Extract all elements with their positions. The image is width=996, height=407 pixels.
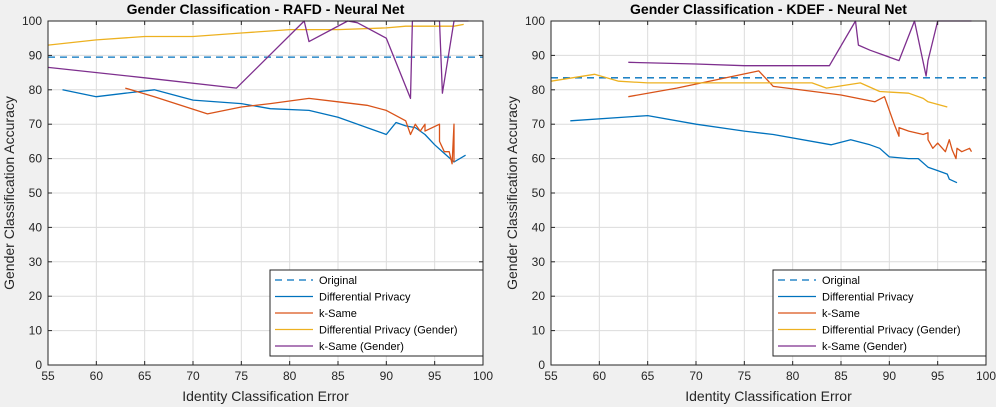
x-tick-label: 95 (428, 369, 442, 383)
y-tick-label: 100 (525, 14, 545, 28)
x-tick-label: 85 (834, 369, 848, 383)
x-tick-label: 75 (738, 369, 752, 383)
legend-entry: Differential Privacy (822, 292, 914, 304)
legend-entry: k-Same (Gender) (319, 341, 404, 353)
chart-panel-1: 55 60 65 70 75 80 85 90 95 100 0 10 20 30 40 50 60 70 80 90… (1, 1, 493, 404)
x-tick-label: 100 (976, 369, 996, 383)
x-tick-label: 100 (473, 369, 493, 383)
y-tick-label: 0 (35, 358, 42, 372)
y-axis-label: Gender Classification Accuracy (1, 96, 17, 290)
legend-entry: k-Same (822, 308, 860, 320)
y-tick-label: 0 (538, 358, 545, 372)
y-tick-label: 80 (29, 83, 43, 97)
legend-entry: Differential Privacy (319, 292, 411, 304)
y-tick-label: 60 (532, 152, 546, 166)
x-tick-label: 55 (544, 369, 558, 383)
legend-entry: Original (822, 275, 860, 287)
series-line-k-same (125, 87, 455, 165)
series-line-differential-privacy-gender (551, 73, 948, 108)
y-tick-label: 40 (532, 220, 546, 234)
x-tick-label: 65 (138, 369, 152, 383)
x-tick-label: 80 (786, 369, 800, 383)
y-tick-label: 70 (29, 117, 43, 131)
x-tick-label: 70 (689, 369, 703, 383)
y-tick-label: 60 (29, 152, 43, 166)
x-tick-label: 85 (331, 369, 345, 383)
x-tick-label: 65 (641, 369, 655, 383)
legend: Original Differential Privacy k-Same Differ… (269, 269, 484, 357)
legend: Original Differential Privacy k-Same Differ… (772, 269, 987, 357)
y-tick-label: 50 (29, 186, 43, 200)
x-tick-label: 55 (41, 369, 55, 383)
x-tick-label: 60 (593, 369, 607, 383)
x-tick-label: 60 (90, 369, 104, 383)
chart-title: Gender Classification - RAFD - Neural Ne… (127, 1, 405, 17)
y-tick-label: 10 (29, 324, 43, 338)
chart-title: Gender Classification - KDEF - Neural Ne… (630, 1, 907, 17)
series-line-k-same-gender (628, 20, 972, 77)
legend-entry: Differential Privacy (Gender) (822, 325, 961, 337)
series-line-differential-privacy-gender (48, 23, 464, 46)
y-tick-label: 90 (532, 48, 546, 62)
legend-entry: Differential Privacy (Gender) (319, 325, 458, 337)
series-line-k-same-gender (48, 20, 469, 100)
y-tick-label: 20 (532, 289, 546, 303)
x-tick-label: 75 (235, 369, 249, 383)
x-tick-label: 80 (283, 369, 297, 383)
y-tick-label: 30 (29, 255, 43, 269)
legend-entry: k-Same (Gender) (822, 341, 907, 353)
y-tick-label: 100 (22, 14, 42, 28)
y-tick-label: 40 (29, 220, 43, 234)
y-tick-label: 90 (29, 48, 43, 62)
y-axis-label: Gender Classification Accuracy (504, 96, 520, 290)
x-tick-label: 95 (931, 369, 945, 383)
legend-entry: Original (319, 275, 357, 287)
x-axis-label: Identity Classification Error (182, 388, 349, 404)
y-tick-label: 10 (532, 324, 546, 338)
chart-panel-2: 55 60 65 70 75 80 85 90 95 100 0 10 20 30 40 50 60 70 80 90… (504, 1, 996, 404)
legend-entry: k-Same (319, 308, 357, 320)
series-line-differential-privacy (62, 89, 466, 163)
x-tick-label: 90 (883, 369, 897, 383)
series-line-k-same (628, 70, 973, 160)
y-tick-label: 50 (532, 186, 546, 200)
series-line-differential-privacy (570, 114, 958, 184)
x-axis-label: Identity Classification Error (685, 388, 852, 404)
y-tick-label: 70 (532, 117, 546, 131)
y-tick-label: 20 (29, 289, 43, 303)
x-tick-label: 70 (186, 369, 200, 383)
x-tick-label: 90 (380, 369, 394, 383)
y-tick-label: 80 (532, 83, 546, 97)
y-tick-label: 30 (532, 255, 546, 269)
